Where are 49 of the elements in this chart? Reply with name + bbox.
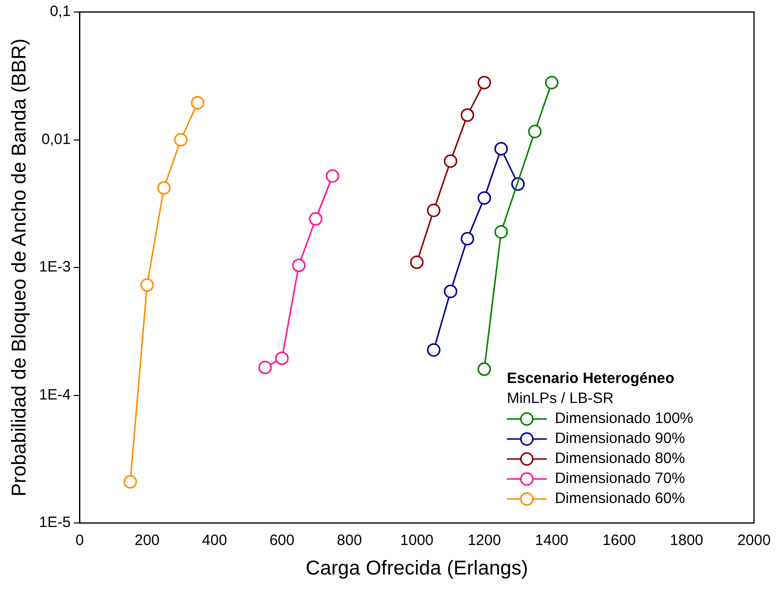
point	[258, 360, 272, 374]
x-tick-label: 1800	[670, 532, 704, 550]
x-tick-label: 400	[202, 532, 228, 550]
x-tick-label: 2000	[737, 532, 771, 550]
point	[308, 212, 322, 226]
legend-label: Dimensionado 90%	[554, 430, 685, 448]
point	[157, 181, 171, 195]
x-tick-label: 600	[269, 532, 294, 550]
point	[410, 255, 424, 269]
x-tick-label: 200	[134, 532, 160, 550]
x-tick-label: 1200	[468, 532, 501, 550]
legend-label: Dimensionado 60%	[554, 490, 685, 508]
y-tick-label: 0,1	[50, 3, 71, 20]
y-tick-label: 1E-3	[38, 258, 71, 276]
point	[140, 278, 154, 292]
point	[275, 351, 289, 365]
point	[528, 124, 542, 138]
y-tick-label: 0,01	[41, 130, 71, 148]
point	[444, 154, 458, 168]
annotation: MinLPs / LB-SR	[506, 390, 614, 408]
point	[292, 258, 306, 272]
point	[460, 232, 474, 246]
legend-label: Dimensionado 70%	[554, 470, 685, 488]
point	[326, 169, 340, 183]
point	[478, 362, 492, 376]
legend-label: Dimensionado 100%	[554, 410, 694, 428]
point	[444, 284, 458, 298]
point	[478, 76, 492, 90]
point	[124, 475, 138, 489]
point	[174, 133, 188, 146]
y-tick-label: 1E-5	[38, 514, 71, 532]
y-axis-title: Probabilidad de Bloqueo de Ancho de Banda (BBR)	[8, 38, 31, 497]
point	[544, 76, 558, 90]
legend-label: Dimensionado 80%	[554, 450, 685, 468]
x-tick-label: 1600	[602, 532, 636, 550]
x-axis-title: Carga Ofrecida (Erlangs)	[306, 558, 528, 580]
point	[494, 142, 508, 156]
x-tick-label: 1000	[400, 532, 434, 550]
x-tick-label: 0	[76, 532, 84, 550]
point	[460, 108, 474, 122]
x-tick-label: 800	[336, 532, 362, 550]
x-tick-label: 1400	[535, 532, 568, 550]
point	[190, 96, 204, 110]
point	[426, 343, 440, 357]
y-tick-label: 1E-4	[38, 386, 71, 404]
legend-title: Escenario Heterogéneo	[506, 370, 674, 388]
point	[478, 191, 492, 205]
point	[426, 204, 440, 218]
point	[494, 225, 508, 239]
